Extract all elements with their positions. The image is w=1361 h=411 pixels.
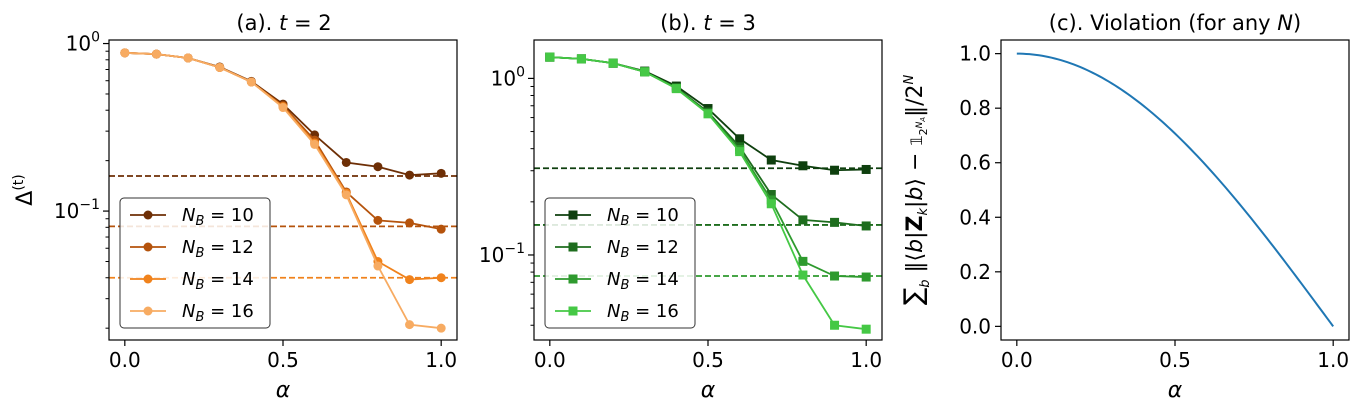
data-point <box>373 261 383 271</box>
data-point <box>215 62 225 72</box>
violation-curve <box>1016 52 1334 327</box>
data-point <box>436 323 446 333</box>
data-point <box>373 215 383 225</box>
data-point <box>703 109 713 119</box>
legend-marker <box>568 274 578 284</box>
legend-marker <box>143 210 153 220</box>
panel-c-xlabel: α <box>1168 378 1183 403</box>
x-tick-label: 0.0 <box>1001 348 1033 372</box>
legend-marker <box>568 210 578 220</box>
data-point <box>830 217 840 227</box>
panel-b-xlabel: α <box>701 378 716 403</box>
x-tick-label: 0.0 <box>109 348 141 372</box>
data-point <box>405 275 415 285</box>
data-point <box>766 199 776 209</box>
data-point <box>120 48 130 58</box>
y-tick-label: 0.4 <box>959 205 991 229</box>
legend-label: NB = 12 <box>182 237 254 261</box>
data-point <box>405 218 415 228</box>
data-point <box>830 320 840 330</box>
data-point <box>861 324 871 334</box>
data-point <box>798 270 808 280</box>
data-point <box>766 190 776 200</box>
legend-box <box>544 197 696 329</box>
panel-b-title: (b). t = 3 <box>660 11 756 35</box>
data-point <box>373 162 383 172</box>
data-point <box>545 52 555 62</box>
data-point <box>608 58 618 68</box>
x-tick-label: 1.0 <box>425 348 457 372</box>
data-point <box>405 170 415 180</box>
panel-a: (a). t = 2 0.0 0.5 1.0 100 10−1 α Δ(t) NB = … <box>11 11 458 403</box>
data-point <box>861 272 871 282</box>
panel-c-frame <box>1000 39 1350 341</box>
legend-marker <box>568 242 578 252</box>
y-tick-label: 100 <box>66 30 100 56</box>
x-tick-label: 0.0 <box>534 348 566 372</box>
legend-box <box>119 197 271 329</box>
data-point <box>151 49 161 59</box>
data-point <box>671 84 681 94</box>
y-tick-label: 100 <box>491 64 525 90</box>
data-point <box>735 147 745 157</box>
data-point <box>861 221 871 231</box>
panel-a-title: (a). t = 2 <box>236 11 331 35</box>
data-point <box>798 256 808 266</box>
panel-c-title: (c). Violation (for any N) <box>1049 11 1301 35</box>
legend-label: NB = 10 <box>182 205 254 229</box>
data-point <box>766 155 776 165</box>
data-point <box>735 134 745 144</box>
data-point <box>576 54 586 64</box>
legend-label: NB = 16 <box>182 301 254 325</box>
panel-c-ylabel: ∑b ‖⟨b|Zk|b⟩ − 𝟙2NA‖/2N <box>899 74 933 305</box>
data-point <box>830 271 840 281</box>
data-point <box>436 273 446 283</box>
panel-b: (b). t = 3 0.0 0.5 1.0 100 10−1 α NB = 10 NB … <box>479 11 883 403</box>
x-tick-label: 1.0 <box>1317 348 1349 372</box>
data-point <box>246 77 256 87</box>
y-tick-label: 0.6 <box>959 151 991 175</box>
data-point <box>861 164 871 174</box>
legend-marker <box>568 306 578 316</box>
panel-a-ylabel: Δ(t) <box>11 174 38 205</box>
legend-label: NB = 14 <box>607 269 679 293</box>
x-tick-label: 0.5 <box>1159 348 1191 372</box>
legend-marker <box>143 306 153 316</box>
data-point <box>436 224 446 234</box>
legend-label: NB = 12 <box>607 237 679 261</box>
data-point <box>640 67 650 77</box>
legend-marker <box>143 242 153 252</box>
legend-label: NB = 14 <box>182 269 254 293</box>
legend-marker <box>143 274 153 284</box>
data-point <box>278 103 288 113</box>
y-tick-label: 0.2 <box>959 260 991 284</box>
data-point <box>830 165 840 175</box>
data-point <box>436 168 446 178</box>
data-point <box>405 320 415 330</box>
y-tick-label: 10−1 <box>479 241 525 267</box>
data-point <box>341 190 351 200</box>
panel-c: (c). Violation (for any N) 0.0 0.5 1.0 0.0 0… <box>899 11 1350 403</box>
x-tick-label: 1.0 <box>850 348 882 372</box>
x-tick-label: 0.5 <box>692 348 724 372</box>
series-line <box>124 51 442 176</box>
x-tick-label: 0.5 <box>267 348 299 372</box>
y-tick-label: 10−1 <box>54 197 100 223</box>
data-point <box>183 53 193 63</box>
y-tick-label: 1.0 <box>959 42 991 66</box>
panel-a-xlabel: α <box>276 378 291 403</box>
data-point <box>798 215 808 225</box>
data-point <box>798 161 808 171</box>
legend-label: NB = 16 <box>607 301 679 325</box>
data-point <box>341 157 351 167</box>
data-point <box>310 139 320 149</box>
y-tick-label: 0.0 <box>959 314 991 338</box>
y-tick-label: 0.8 <box>959 96 991 120</box>
legend-label: NB = 10 <box>607 205 679 229</box>
